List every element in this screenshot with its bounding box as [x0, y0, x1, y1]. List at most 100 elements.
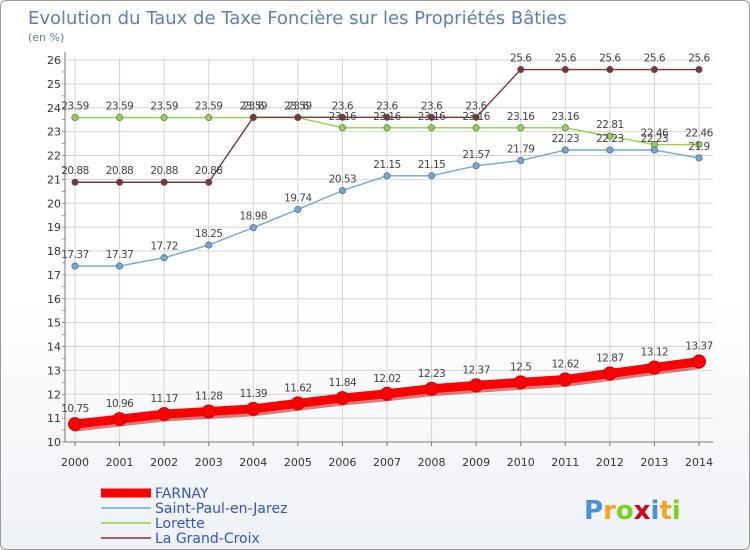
x-tick-label: 2013	[640, 456, 668, 469]
data-label: 11.28	[195, 390, 223, 402]
x-tick-label: 2008	[418, 456, 446, 469]
data-label: 20.53	[329, 174, 357, 186]
y-tick-label: 19	[47, 221, 61, 234]
data-point	[157, 407, 172, 422]
data-point	[383, 172, 391, 180]
data-point	[71, 262, 79, 270]
data-label: 12.62	[552, 358, 580, 370]
data-label: 21.15	[373, 159, 401, 171]
data-point	[290, 396, 305, 411]
chart-title: Evolution du Taux de Taxe Foncière sur l…	[28, 8, 567, 29]
data-label: 23.59	[150, 101, 178, 113]
y-tick-label: 12	[47, 388, 61, 401]
data-label: 23.6	[243, 100, 265, 112]
data-label: 20.88	[150, 165, 178, 177]
data-point	[517, 124, 525, 132]
data-point	[116, 178, 124, 186]
data-label: 23.16	[462, 111, 490, 123]
data-label: 17.72	[150, 241, 178, 253]
y-tick-label: 21	[47, 173, 61, 186]
legend-label: La Grand-Croix	[155, 531, 260, 547]
data-point	[116, 262, 124, 270]
data-label: 18.98	[240, 211, 268, 223]
y-tick-label: 22	[47, 150, 61, 163]
data-point	[472, 124, 480, 132]
data-labels: 10.75 10.96 11.17 11.28 11.39 11.62 11.84 12.02…	[61, 53, 714, 416]
data-point	[71, 178, 79, 186]
data-point	[561, 146, 569, 154]
data-label: 25.6	[555, 53, 577, 65]
data-label: 21.15	[418, 159, 446, 171]
x-tick-label: 2014	[685, 456, 713, 469]
data-point	[517, 66, 525, 74]
x-tick-label: 2005	[284, 456, 312, 469]
x-tick-label: 2009	[462, 456, 490, 469]
data-point	[112, 412, 127, 427]
data-label: 23.6	[332, 100, 354, 112]
data-point	[695, 141, 703, 149]
data-point	[561, 66, 569, 74]
data-label: 23.59	[284, 101, 312, 113]
data-point	[380, 386, 394, 401]
data-label: 12.5	[510, 361, 531, 373]
y-tick-label: 18	[47, 245, 61, 258]
axes: 10 11 12 13 14 15 16 17 18 19 20 21 22 23 24 25 26 2000 20…	[47, 52, 713, 469]
data-label: 22.81	[596, 119, 624, 131]
data-point	[201, 404, 216, 419]
data-point	[692, 354, 706, 369]
data-point	[558, 372, 573, 387]
data-label: 12.37	[462, 364, 490, 376]
data-point	[338, 187, 346, 195]
x-tick-label: 2011	[551, 456, 579, 469]
data-point	[469, 378, 484, 393]
data-point	[249, 224, 257, 232]
data-point	[424, 381, 439, 396]
y-tick-label: 17	[47, 269, 61, 282]
data-point	[517, 157, 525, 165]
y-tick-label: 15	[47, 317, 61, 330]
x-tick-label: 2002	[150, 456, 178, 469]
data-label: 10.75	[61, 403, 89, 415]
data-label: 12.02	[373, 373, 401, 385]
data-label: 17.37	[106, 249, 134, 261]
x-tick-label: 2007	[373, 456, 401, 469]
y-tick-label: 10	[47, 436, 61, 449]
data-point	[606, 146, 614, 154]
data-point	[294, 205, 302, 213]
data-label: 23.6	[287, 100, 309, 112]
x-tick-label: 2003	[195, 456, 223, 469]
data-label: 21.79	[507, 144, 535, 156]
legend-label: Saint-Paul-en-Jarez	[155, 501, 287, 517]
data-point	[160, 178, 168, 186]
legend-label: Lorette	[155, 516, 205, 532]
data-point	[606, 132, 614, 140]
data-label: 21.57	[462, 149, 490, 161]
data-label: 11.17	[150, 393, 178, 405]
x-tick-label: 2006	[328, 456, 356, 469]
data-label: 25.6	[644, 53, 666, 65]
data-label: 11.39	[240, 388, 268, 400]
data-point	[338, 124, 346, 132]
data-point	[695, 154, 703, 162]
data-label: 19.74	[284, 192, 312, 204]
y-tick-label: 16	[47, 293, 61, 306]
data-label: 22.46	[641, 128, 669, 140]
data-point	[602, 366, 617, 381]
grid-lines	[65, 58, 713, 443]
data-label: 23.16	[329, 111, 357, 123]
data-label: 23.6	[421, 100, 443, 112]
data-label: 20.88	[61, 165, 89, 177]
data-label: 22.46	[685, 128, 713, 140]
data-label: 20.88	[195, 165, 223, 177]
data-point	[205, 178, 213, 186]
data-point	[383, 124, 391, 132]
data-label: 10.96	[106, 398, 134, 410]
data-label: 23.6	[465, 100, 487, 112]
data-label: 13.12	[641, 347, 669, 359]
data-point	[606, 66, 614, 74]
data-point	[68, 417, 82, 432]
y-tick-label: 24	[47, 102, 61, 115]
y-tick-label: 13	[47, 364, 61, 377]
